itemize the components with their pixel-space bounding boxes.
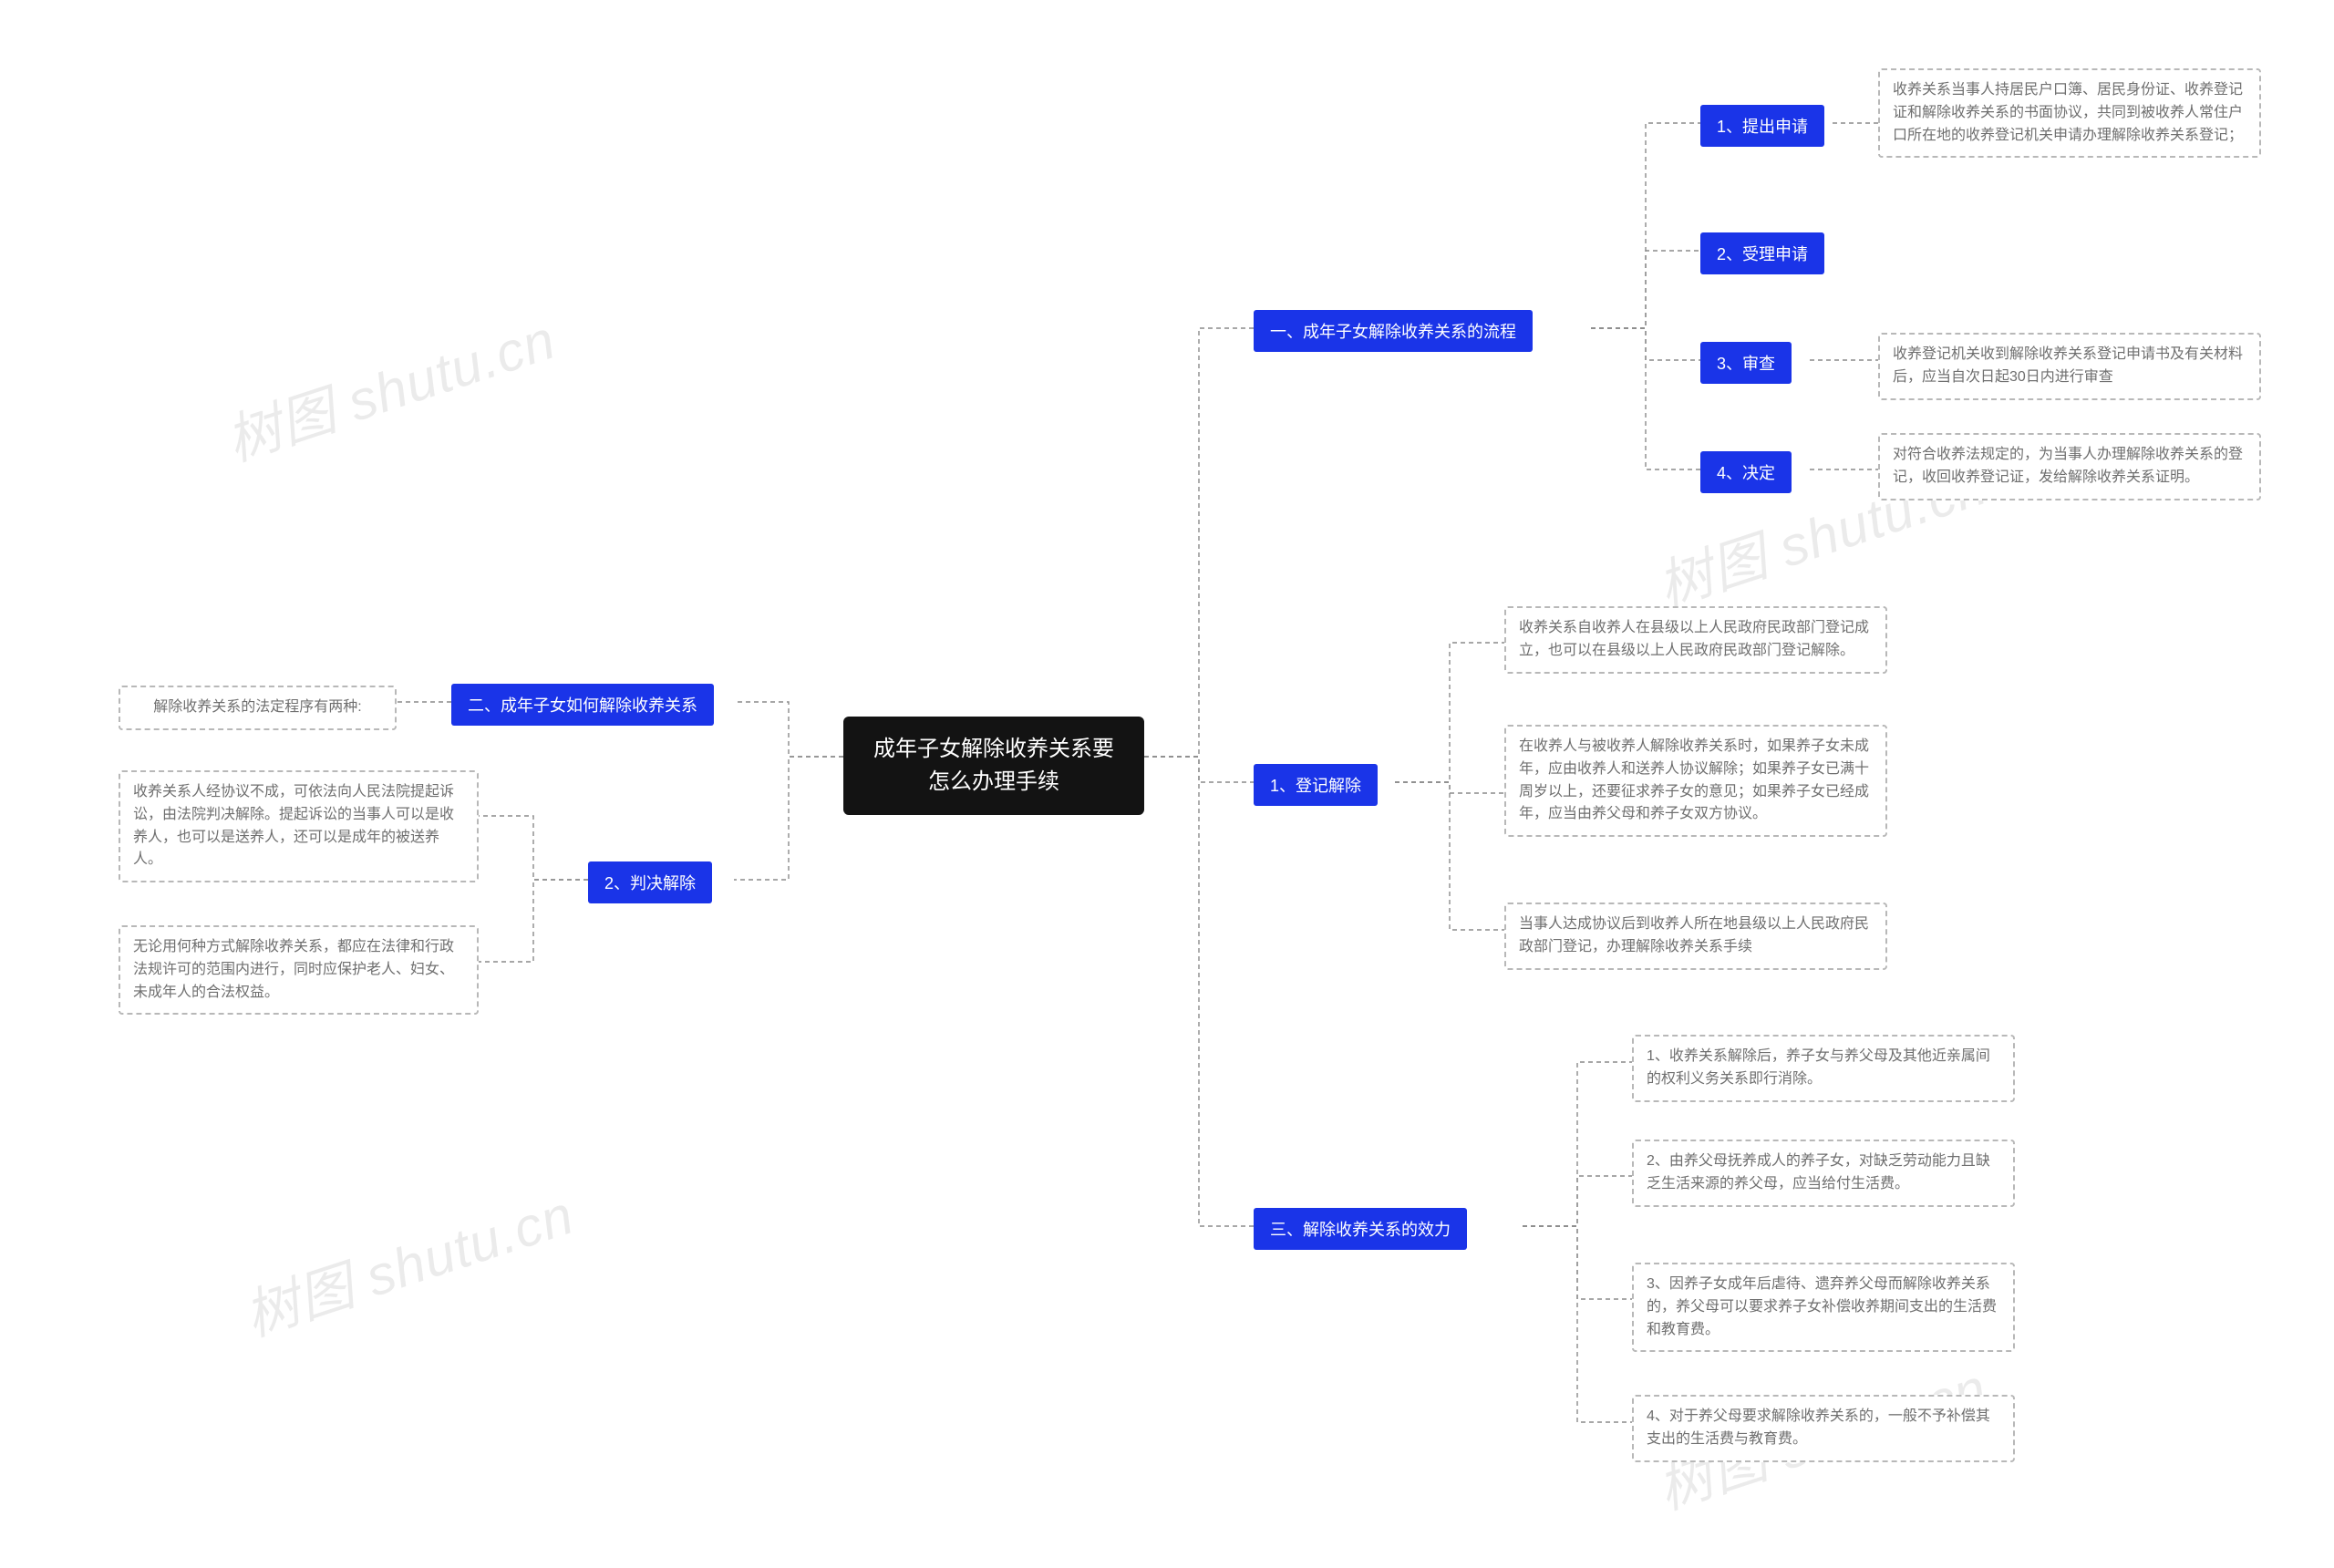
branch-b1a: 1、提出申请: [1700, 105, 1824, 147]
branch-label: 2、判决解除: [604, 871, 696, 894]
branch-label: 3、审查: [1717, 351, 1775, 375]
leaf-l3d: 4、对于养父母要求解除收养关系的，一般不予补偿其支出的生活费与教育费。: [1632, 1395, 2015, 1462]
leaf-text: 当事人达成协议后到收养人所在地县级以上人民政府民政部门登记，办理解除收养关系手续: [1519, 913, 1873, 959]
leaf-l2b: 在收养人与被收养人解除收养关系时，如果养子女未成年，应由收养人和送养人协议解除；…: [1504, 725, 1887, 837]
branch-b1: 一、成年子女解除收养关系的流程: [1254, 310, 1533, 352]
root-node: 成年子女解除收养关系要 怎么办理手续: [843, 717, 1144, 815]
leaf-l3b: 2、由养父母抚养成人的养子女，对缺乏劳动能力且缺乏生活来源的养父母，应当给付生活…: [1632, 1140, 2015, 1207]
leaf-l3c: 3、因养子女成年后虐待、遗弃养父母而解除收养关系的，养父母可以要求养子女补偿收养…: [1632, 1263, 2015, 1352]
branch-label: 三、解除收养关系的效力: [1270, 1217, 1451, 1241]
leaf-text: 2、由养父母抚养成人的养子女，对缺乏劳动能力且缺乏生活来源的养父母，应当给付生活…: [1647, 1150, 2000, 1196]
branch-b2: 1、登记解除: [1254, 764, 1378, 806]
leaf-l2c: 当事人达成协议后到收养人所在地县级以上人民政府民政部门登记，办理解除收养关系手续: [1504, 903, 1887, 970]
branch-b1b: 2、受理申请: [1700, 232, 1824, 274]
branch-label: 1、提出申请: [1717, 114, 1808, 138]
branch-b4: 二、成年子女如何解除收养关系: [451, 684, 714, 726]
branch-b5: 2、判决解除: [588, 861, 712, 903]
leaf-text: 4、对于养父母要求解除收养关系的，一般不予补偿其支出的生活费与教育费。: [1647, 1406, 2000, 1451]
leaf-text: 收养关系人经协议不成，可依法向人民法院提起诉讼，由法院判决解除。提起诉讼的当事人…: [133, 781, 464, 872]
leaf-text: 收养登记机关收到解除收养关系登记申请书及有关材料后，应当自次日起30日内进行审查: [1893, 344, 2246, 389]
leaf-l1a: 收养关系当事人持居民户口簿、居民身份证、收养登记证和解除收养关系的书面协议，共同…: [1878, 68, 2261, 158]
branch-label: 一、成年子女解除收养关系的流程: [1270, 319, 1516, 343]
branch-label: 1、登记解除: [1270, 773, 1361, 797]
leaf-l4: 解除收养关系的法定程序有两种:: [119, 686, 397, 730]
branch-b3: 三、解除收养关系的效力: [1254, 1208, 1467, 1250]
leaf-l3a: 1、收养关系解除后，养子女与养父母及其他近亲属间的权利义务关系即行消除。: [1632, 1035, 2015, 1102]
leaf-text: 在收养人与被收养人解除收养关系时，如果养子女未成年，应由收养人和送养人协议解除；…: [1519, 736, 1873, 826]
leaf-text: 收养关系当事人持居民户口簿、居民身份证、收养登记证和解除收养关系的书面协议，共同…: [1893, 79, 2246, 147]
leaf-text: 对符合收养法规定的，为当事人办理解除收养关系的登记，收回收养登记证，发给解除收养…: [1893, 444, 2246, 490]
leaf-l5a: 收养关系人经协议不成，可依法向人民法院提起诉讼，由法院判决解除。提起诉讼的当事人…: [119, 770, 479, 882]
leaf-text: 1、收养关系解除后，养子女与养父母及其他近亲属间的权利义务关系即行消除。: [1647, 1046, 2000, 1091]
branch-b1c: 3、审查: [1700, 342, 1792, 384]
mindmap-canvas: 树图 shutu.cn 树图 shutu.cn 树图 shutu.cn 树图 s…: [0, 0, 2334, 1568]
leaf-l1d: 对符合收养法规定的，为当事人办理解除收养关系的登记，收回收养登记证，发给解除收养…: [1878, 433, 2261, 500]
leaf-text: 3、因养子女成年后虐待、遗弃养父母而解除收养关系的，养父母可以要求养子女补偿收养…: [1647, 1274, 2000, 1341]
branch-b1d: 4、决定: [1700, 451, 1792, 493]
leaf-text: 解除收养关系的法定程序有两种:: [153, 696, 361, 719]
leaf-text: 收养关系自收养人在县级以上人民政府民政部门登记成立，也可以在县级以上人民政府民政…: [1519, 617, 1873, 663]
leaf-l2a: 收养关系自收养人在县级以上人民政府民政部门登记成立，也可以在县级以上人民政府民政…: [1504, 606, 1887, 674]
leaf-l5b: 无论用何种方式解除收养关系，都应在法律和行政法规许可的范围内进行，同时应保护老人…: [119, 925, 479, 1015]
leaf-text: 无论用何种方式解除收养关系，都应在法律和行政法规许可的范围内进行，同时应保护老人…: [133, 936, 464, 1004]
watermark: 树图 shutu.cn: [233, 1171, 583, 1351]
leaf-l1c: 收养登记机关收到解除收养关系登记申请书及有关材料后，应当自次日起30日内进行审查: [1878, 333, 2261, 400]
branch-label: 2、受理申请: [1717, 242, 1808, 265]
branch-label: 二、成年子女如何解除收养关系: [468, 693, 697, 717]
branch-label: 4、决定: [1717, 460, 1775, 484]
root-text: 成年子女解除收养关系要 怎么办理手续: [873, 733, 1114, 799]
watermark: 树图 shutu.cn: [215, 295, 564, 476]
